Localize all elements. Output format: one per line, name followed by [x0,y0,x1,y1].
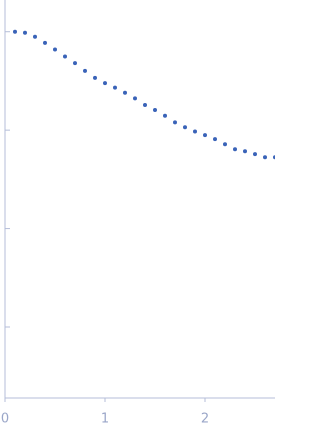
data-point [253,152,257,157]
data-point [153,108,157,113]
x-tick-label: 0 [1,412,9,427]
data-point [183,125,187,130]
data-point [33,34,37,39]
data-point [213,137,217,142]
data-point [163,113,167,118]
data-point [203,133,207,138]
x-tick-label: 2 [201,412,209,427]
chart: 0 1 2 [1,0,277,427]
data-point [43,40,47,45]
data-point [273,155,277,160]
data-point [143,103,147,108]
data-point [73,61,77,66]
data-point [13,29,17,34]
data-point [113,85,117,90]
data-point [133,96,137,101]
data-point [173,120,177,125]
data-point [263,155,267,160]
data-point [63,54,67,59]
data-point [223,142,227,147]
data-point [243,149,247,154]
data-point [53,47,57,52]
data-point [103,81,107,86]
data-point [23,30,27,35]
data-point [83,68,87,73]
x-tick-label: 1 [101,412,109,427]
data-point [93,75,97,80]
data-point [193,129,197,134]
data-point [233,147,237,152]
data-point [123,90,127,95]
